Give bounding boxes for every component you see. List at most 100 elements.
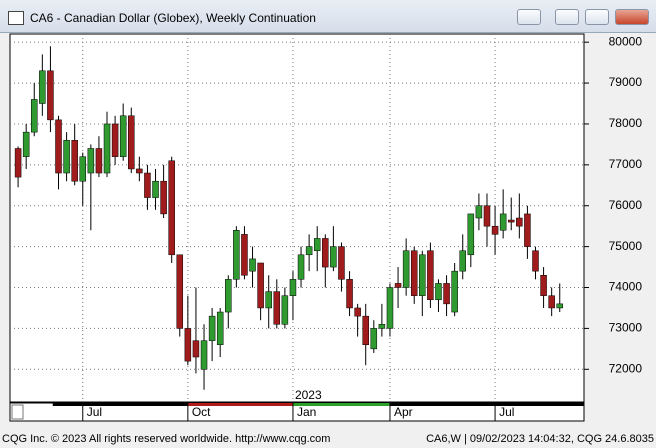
- candle-body: [273, 291, 281, 325]
- candle-body: [475, 205, 483, 219]
- candle-body: [281, 295, 289, 325]
- candle-body: [313, 238, 321, 251]
- candle-body: [79, 156, 87, 182]
- title-bar: CA6 - Canadian Dollar (Globex), Weekly C…: [0, 0, 656, 33]
- candle-body: [443, 283, 450, 305]
- candle-body: [192, 340, 200, 358]
- candle-body: [467, 213, 475, 256]
- candle-body: [184, 328, 192, 362]
- candle-body: [370, 328, 378, 350]
- candle-body: [111, 123, 119, 157]
- quarter-band: [292, 403, 390, 406]
- candle-body: [47, 70, 54, 121]
- app-icon: [8, 11, 24, 25]
- y-tick-label: 79000: [609, 75, 643, 89]
- chart: 72000 73000 74000 75000 76000 77000 78000 79000…: [0, 33, 656, 430]
- candle-body: [451, 270, 458, 313]
- candle-body: [507, 219, 515, 223]
- candle-body: [427, 250, 434, 301]
- candle-body: [160, 180, 167, 215]
- candle-body: [39, 70, 46, 104]
- minimize-button[interactable]: [555, 9, 579, 25]
- candle-body: [265, 291, 272, 309]
- candle-body: [394, 283, 402, 288]
- candle-body: [491, 225, 499, 235]
- candle-body: [63, 140, 70, 174]
- candle-body: [249, 258, 256, 272]
- scroll-thumb[interactable]: [11, 404, 24, 420]
- candle-body: [435, 283, 442, 301]
- candle-body: [144, 172, 151, 198]
- x-tick-label: Jul: [499, 405, 514, 419]
- candle-body: [225, 279, 232, 313]
- candle-body: [200, 340, 208, 370]
- footer: CQG Inc. © 2023 All rights reserved worl…: [0, 430, 656, 448]
- close-button[interactable]: [615, 9, 649, 25]
- candle-body: [338, 246, 345, 280]
- status-info: CA6,W | 09/02/2023 14:04:32, CQG 24.6.80…: [426, 433, 654, 445]
- candle-body: [305, 246, 313, 256]
- y-tick-label: 76000: [609, 198, 643, 212]
- x-tick-label: Apr: [394, 405, 413, 419]
- candle-body: [524, 213, 531, 247]
- y-tick-label: 73000: [609, 321, 643, 335]
- candle-body: [103, 123, 111, 174]
- candle-body: [55, 119, 62, 174]
- candle-body: [14, 148, 22, 178]
- maximize-button[interactable]: [585, 9, 609, 25]
- x-tick-label: Jul: [87, 405, 102, 419]
- candle-body: [516, 217, 523, 227]
- candle-body: [257, 262, 264, 309]
- candle-body: [483, 205, 491, 227]
- quarter-band: [52, 403, 188, 406]
- candle-body: [71, 140, 78, 182]
- y-tick-label: 78000: [609, 116, 643, 130]
- candle-body: [152, 180, 159, 198]
- candle-body: [241, 234, 248, 276]
- candle-body: [459, 250, 466, 272]
- candle-body: [208, 315, 216, 341]
- y-tick-label: 72000: [609, 361, 643, 375]
- candle-body: [354, 307, 361, 317]
- candle-body: [136, 168, 143, 174]
- x-tick-label: Jan: [297, 405, 316, 419]
- window-title: CA6 - Canadian Dollar (Globex), Weekly C…: [30, 11, 316, 25]
- candle-body: [95, 148, 103, 174]
- candle-body: [168, 160, 175, 256]
- candle-body: [402, 250, 410, 288]
- candle-body: [87, 148, 95, 174]
- candle-body: [289, 279, 297, 296]
- candle-body: [119, 115, 127, 157]
- quarter-band: [187, 403, 293, 406]
- candle-body: [346, 279, 353, 309]
- link-button[interactable]: [517, 9, 541, 25]
- candle-body: [378, 324, 386, 329]
- copyright: CQG Inc. © 2023 All rights reserved worl…: [2, 433, 331, 445]
- plot-area: [9, 33, 585, 403]
- candle-body: [22, 131, 30, 157]
- candle-body: [532, 250, 539, 272]
- candle-body: [330, 246, 337, 268]
- candle-body: [128, 115, 135, 170]
- x-tick-label: Oct: [192, 405, 211, 419]
- y-tick-label: 77000: [609, 157, 643, 171]
- y-tick-label: 75000: [609, 239, 643, 253]
- candle-body: [548, 295, 555, 309]
- candle-body: [31, 99, 38, 133]
- candle-body: [322, 238, 329, 268]
- candle-body: [233, 230, 240, 280]
- candle-body: [386, 287, 394, 329]
- candle-body: [362, 315, 369, 346]
- candle-body: [176, 254, 184, 329]
- quarter-band: [389, 403, 584, 406]
- candle-body: [410, 250, 418, 296]
- candle-body: [556, 303, 563, 309]
- candle-body: [216, 311, 224, 346]
- candle-body: [540, 274, 547, 296]
- year-label: 2023: [295, 388, 322, 402]
- y-tick-label: 80000: [609, 34, 643, 48]
- y-tick-label: 74000: [609, 280, 643, 294]
- candle-body: [297, 254, 305, 280]
- candle-body: [499, 213, 507, 231]
